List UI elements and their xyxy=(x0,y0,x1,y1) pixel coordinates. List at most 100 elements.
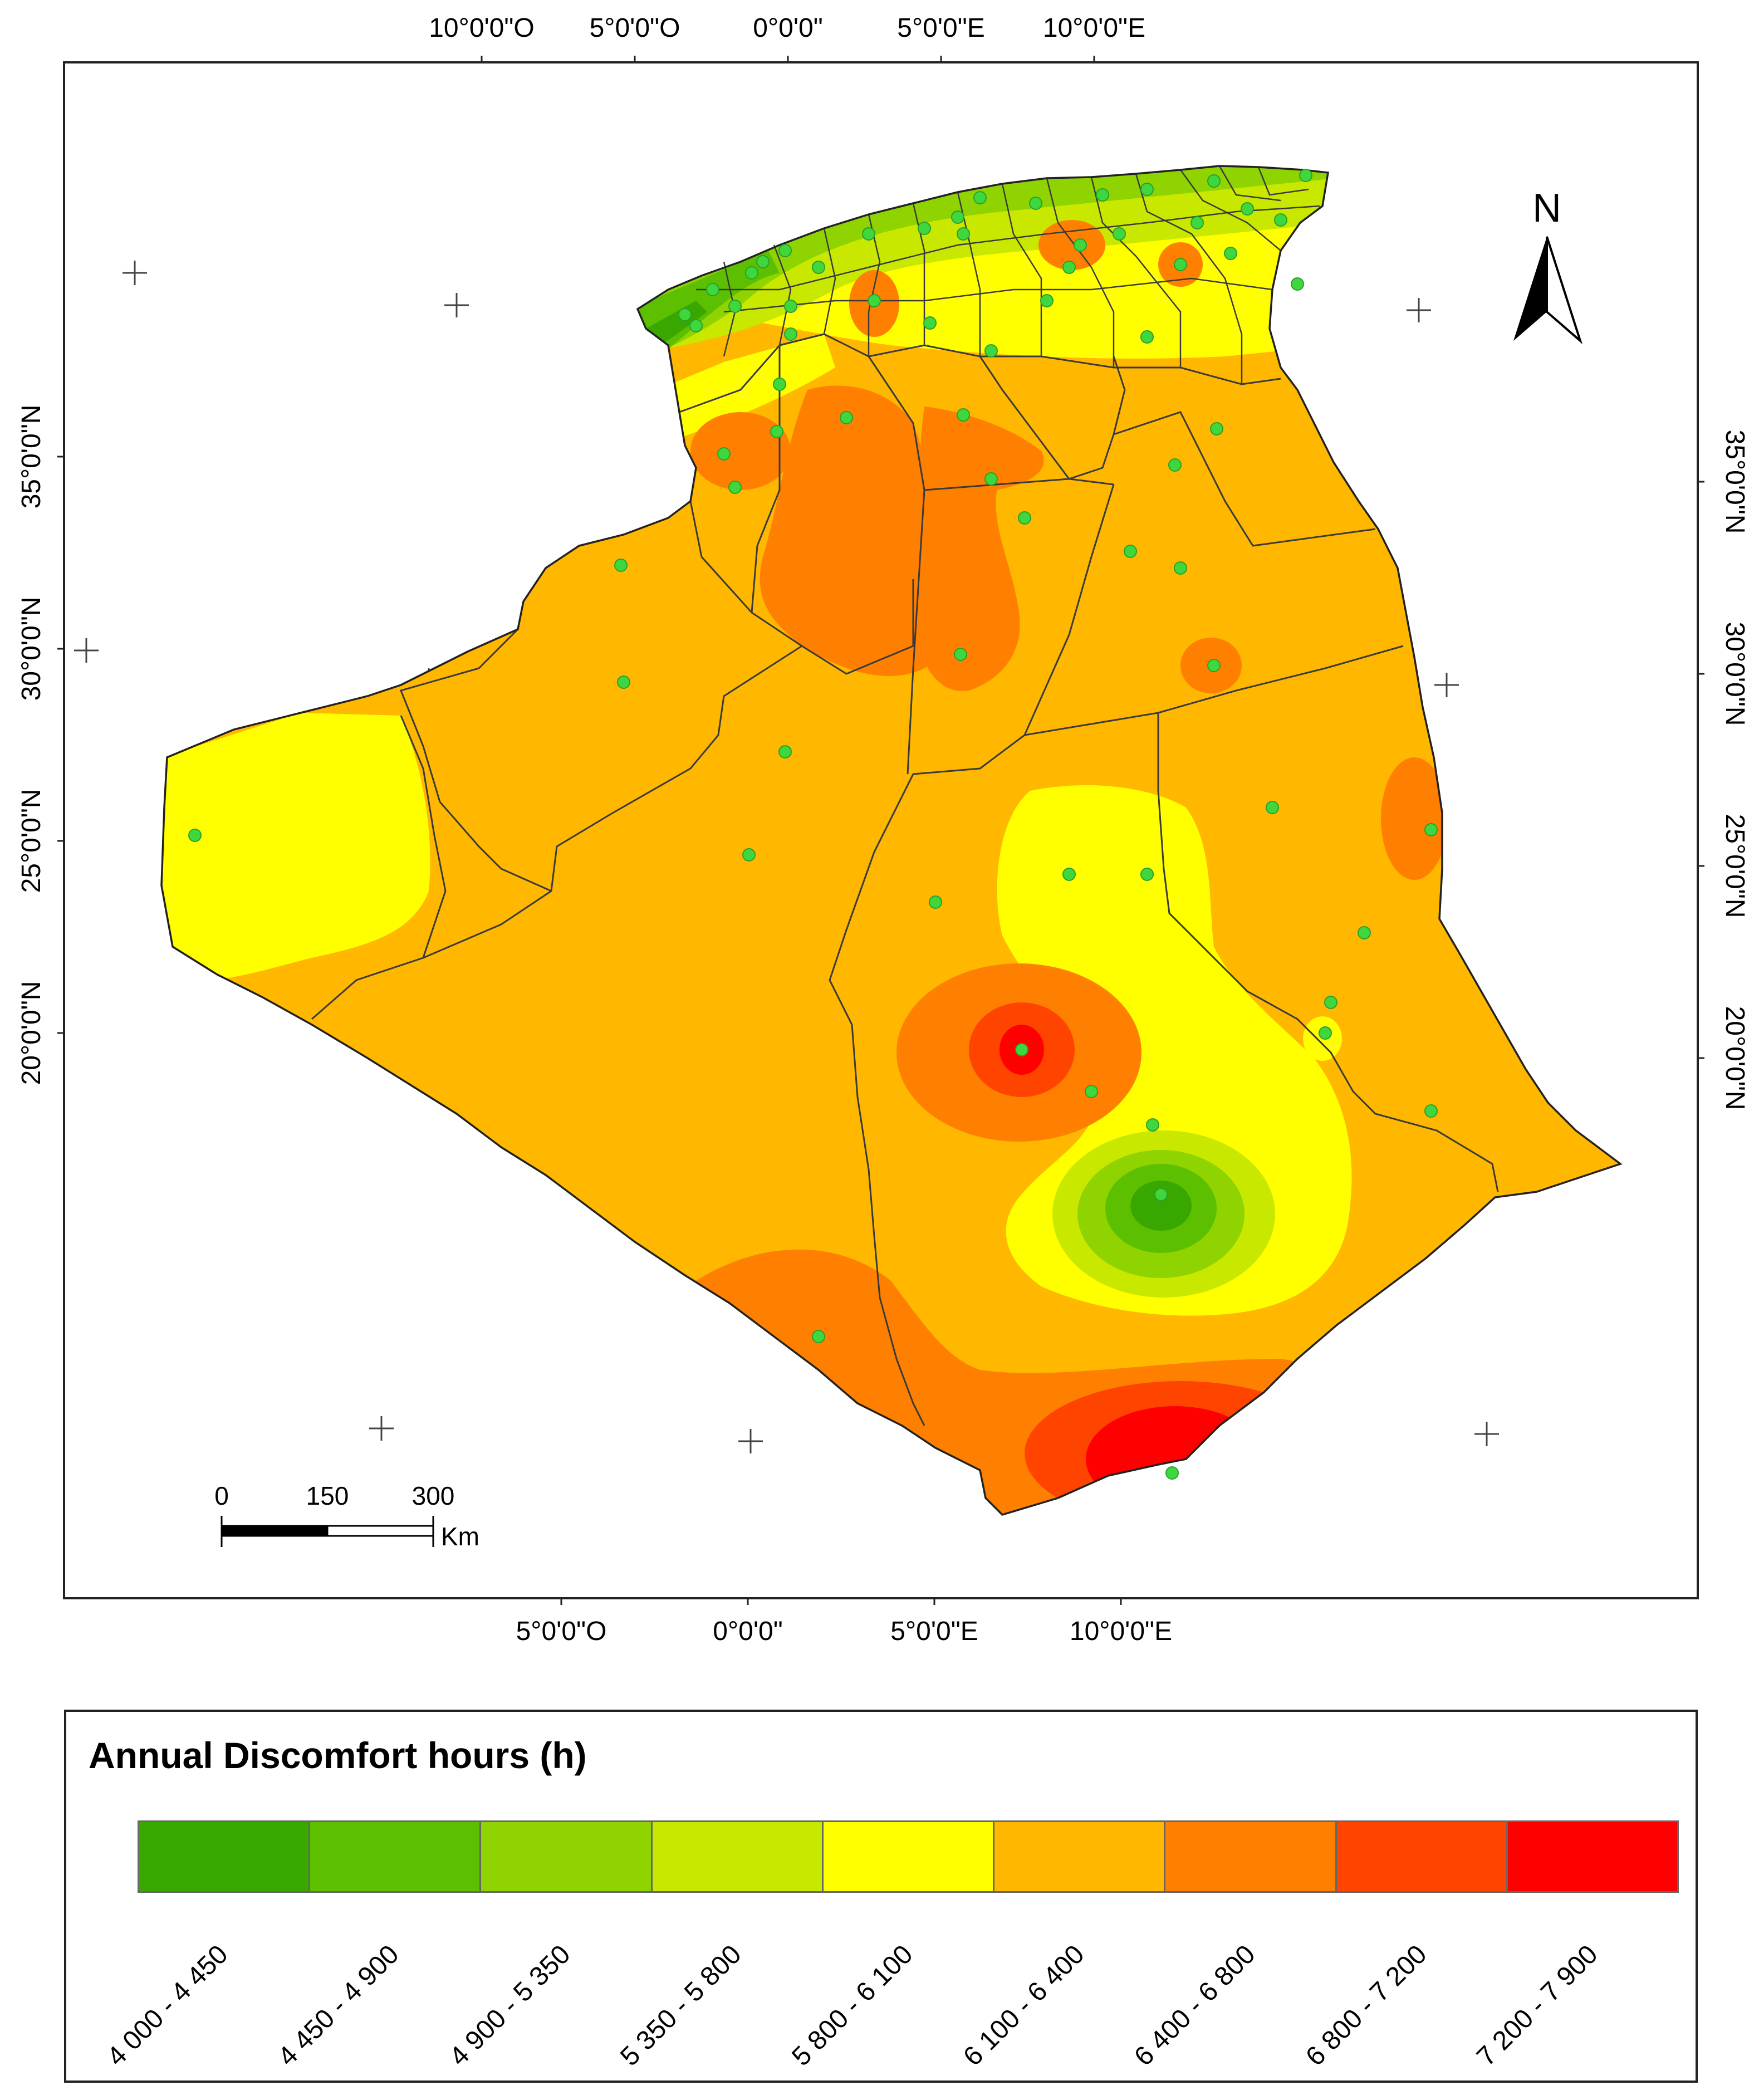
station-marker xyxy=(1029,197,1042,210)
right-lat-label: 25°0'0"N xyxy=(1720,814,1750,918)
graticule-cross xyxy=(369,1416,394,1441)
station-marker xyxy=(1154,1188,1168,1201)
station-marker xyxy=(784,300,797,313)
scale-label-150: 150 xyxy=(306,1481,349,1510)
legend-range-label: 4 000 - 4 450 xyxy=(101,1939,234,2072)
station-marker xyxy=(778,244,792,257)
bottom-lon-label: 10°0'0"E xyxy=(1070,1617,1172,1646)
station-marker xyxy=(840,411,853,424)
legend-title: Annual Discomfort hours (h) xyxy=(89,1735,587,1776)
station-marker xyxy=(742,848,756,861)
map-figure: 10°0'0"O 5°0'0"O 0°0'0" 5°0'0"E 10°0'0"E 5°0'… xyxy=(17,13,1750,1646)
graticule-cross xyxy=(738,1429,763,1453)
weather-stations xyxy=(188,169,1438,1480)
station-marker xyxy=(1299,169,1312,182)
station-marker xyxy=(689,319,703,332)
legend-swatch xyxy=(1165,1822,1337,1891)
station-marker xyxy=(1241,202,1254,216)
station-marker xyxy=(773,378,786,391)
station-marker xyxy=(617,675,630,689)
legend-swatch xyxy=(994,1822,1166,1891)
legend-range-label: 4 450 - 4 900 xyxy=(272,1939,405,2072)
legend-range-label: 4 900 - 5 350 xyxy=(443,1939,576,2072)
station-marker xyxy=(1168,458,1182,472)
graticule-cross xyxy=(123,261,147,285)
station-marker xyxy=(929,895,942,909)
station-marker xyxy=(1424,823,1438,836)
scale-label-300: 300 xyxy=(412,1481,455,1510)
bottom-lon-label: 5°0'0"E xyxy=(890,1617,978,1646)
station-marker xyxy=(1324,996,1337,1009)
zone-hotspot-west xyxy=(690,412,791,490)
station-marker xyxy=(1062,261,1076,274)
station-marker xyxy=(717,447,731,461)
station-marker xyxy=(706,283,719,296)
station-marker xyxy=(957,408,970,422)
zone-west-yellow xyxy=(657,334,835,446)
right-lat-label: 20°0'0"N xyxy=(1720,1006,1750,1110)
north-arrow: N xyxy=(1513,186,1583,345)
left-lat-label: 35°0'0"N xyxy=(17,405,46,509)
frame-ticks xyxy=(57,56,1704,1605)
station-marker xyxy=(1113,227,1126,241)
legend-range-label: 7 200 - 7 900 xyxy=(1471,1939,1604,2072)
station-marker xyxy=(1140,183,1154,196)
legend-color-ramp xyxy=(138,1820,1679,1893)
legend-swatch xyxy=(823,1822,995,1891)
legend-range-label: 6 400 - 6 800 xyxy=(1129,1939,1261,2072)
legend-range-labels: 4 000 - 4 450 4 450 - 4 900 4 900 - 5 350 5… xyxy=(101,1901,1679,2072)
station-marker xyxy=(812,1330,825,1343)
station-marker xyxy=(678,308,692,321)
station-marker xyxy=(1015,1043,1028,1056)
station-marker xyxy=(1140,330,1154,344)
top-lon-label: 10°0'0"E xyxy=(1043,13,1145,43)
right-lat-label: 30°0'0"N xyxy=(1720,622,1750,726)
station-marker xyxy=(868,294,881,307)
station-marker xyxy=(756,255,770,268)
station-marker xyxy=(923,316,937,330)
station-marker xyxy=(1210,422,1223,435)
zone-ahaggar-darkgreen xyxy=(1130,1181,1192,1231)
station-marker xyxy=(1174,258,1187,271)
legend-range-label: 6 100 - 6 400 xyxy=(957,1939,1090,2072)
top-lon-label: 10°0'0"O xyxy=(429,13,535,43)
bottom-lon-label: 5°0'0"O xyxy=(516,1617,607,1646)
scale-label-0: 0 xyxy=(214,1481,229,1510)
station-marker xyxy=(957,227,970,241)
bottom-lon-label: 0°0'0" xyxy=(713,1617,782,1646)
station-marker xyxy=(1165,1466,1179,1480)
station-marker xyxy=(1358,926,1371,939)
left-lat-label: 30°0'0"N xyxy=(17,597,46,701)
station-marker xyxy=(1319,1026,1332,1040)
north-arrow-left-half xyxy=(1513,237,1547,341)
coordinate-tick-labels: 10°0'0"O 5°0'0"O 0°0'0" 5°0'0"E 10°0'0"E 5°0'… xyxy=(17,13,1750,1646)
station-marker xyxy=(1074,238,1087,252)
station-marker xyxy=(1274,213,1287,227)
station-marker xyxy=(1266,801,1279,814)
legend-range-label: 6 800 - 7 200 xyxy=(1300,1939,1433,2072)
station-marker xyxy=(1085,1085,1098,1098)
station-marker xyxy=(1018,511,1031,525)
station-marker xyxy=(728,481,742,494)
zone-west-tindouf-yellow xyxy=(161,713,430,980)
station-marker xyxy=(1424,1104,1438,1118)
station-marker xyxy=(918,222,931,235)
station-marker xyxy=(862,227,875,241)
station-marker xyxy=(770,425,783,438)
legend-range-label: 5 350 - 5 800 xyxy=(615,1939,748,2072)
north-arrow-right-half xyxy=(1546,236,1583,345)
station-marker xyxy=(1146,1118,1159,1132)
top-lon-label: 5°0'0"O xyxy=(590,13,680,43)
station-marker xyxy=(812,261,825,274)
graticule-cross xyxy=(74,638,99,663)
legend-swatch xyxy=(1507,1822,1677,1891)
station-marker xyxy=(728,300,742,313)
graticule-cross xyxy=(1474,1422,1499,1446)
province-boundaries xyxy=(311,333,1499,1426)
left-lat-label: 25°0'0"N xyxy=(17,789,46,893)
station-marker xyxy=(1207,659,1221,672)
scale-segment-black xyxy=(221,1525,329,1537)
zone-hot-central-east xyxy=(918,407,1044,691)
station-marker xyxy=(1140,868,1154,881)
top-lon-label: 5°0'0"E xyxy=(897,13,985,43)
